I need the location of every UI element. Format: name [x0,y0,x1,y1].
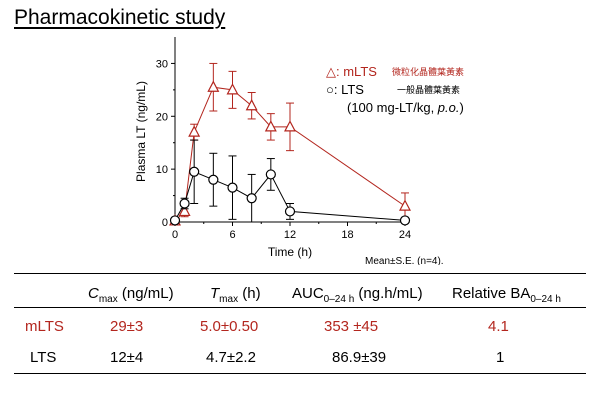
pk-chart: 0 6 12 18 24 0 10 20 30 Time (h) Plasma LT (ng/mL)… [134,37,464,265]
row-mlts-ba: 4.1 [488,318,509,335]
y-tick-label-10: 10 [156,164,168,176]
y-tick-label-20: 20 [156,111,168,123]
mlts-point [264,120,277,132]
x-tick-label-18: 18 [341,229,353,241]
lts-point [227,182,238,193]
x-tick-label-24: 24 [399,229,411,241]
x-tick-label-0: 0 [172,229,178,241]
mlts-point [178,204,191,217]
y-tick-label-0: 0 [162,217,168,229]
table-header-rule [14,307,586,308]
legend-mlts-cjk: 微粒化晶體葉黃素 [392,66,464,77]
header-cmax: Cmax (ng/mL) [88,285,174,305]
legend-lts-cjk: 一般晶體葉黃素 [397,84,460,95]
row-mlts-tmax: 5.0±0.50 [200,318,259,335]
x-tick-label-6: 6 [229,229,235,241]
mlts-point [245,98,258,111]
page-title: Pharmacokinetic study [14,6,226,29]
y-axis-label: Plasma LT (ng/mL) [134,81,148,182]
lts-point [265,169,276,180]
stats-note: Mean±S.E. (n=4). [365,256,444,265]
lts-point [179,198,190,209]
row-lts-auc: 86.9±39 [332,349,387,366]
y-tick-label-30: 30 [156,58,168,70]
row-lts-cmax: 12±4 [110,349,144,366]
mlts-point [399,199,411,211]
lts-point [169,215,181,226]
mlts-point [207,80,220,92]
header-relative-ba: Relative BA0–24 h [452,285,561,305]
lts-point [189,166,200,177]
x-tick-label-12: 12 [284,229,296,241]
table-bottom-rule [14,373,586,374]
lts-point [399,215,411,226]
lts-point [284,206,296,217]
row-mlts-cmax: 29±3 [110,318,144,335]
legend-lts: ○: LTS [326,82,364,97]
row-mlts-label: mLTS [25,318,64,335]
header-auc: AUC0–24 h (ng.h/mL) [292,285,423,305]
dose-note: (100 mg-LT/kg, p.o.) [347,100,464,115]
lts-point [208,174,219,185]
table-top-rule [14,273,586,274]
x-axis-label: Time (h) [268,245,312,259]
row-lts-ba: 1 [496,349,505,366]
mlts-point [284,120,296,132]
row-lts-tmax: 4.7±2.2 [206,349,256,366]
lts-point [246,193,257,204]
legend-mlts: △: mLTS [326,64,377,79]
mlts-point [226,83,239,95]
mlts-point [188,125,201,137]
header-tmax: Tmax (h) [210,285,261,305]
row-lts-label: LTS [30,349,57,366]
row-mlts-auc: 353 ±45 [324,318,379,335]
